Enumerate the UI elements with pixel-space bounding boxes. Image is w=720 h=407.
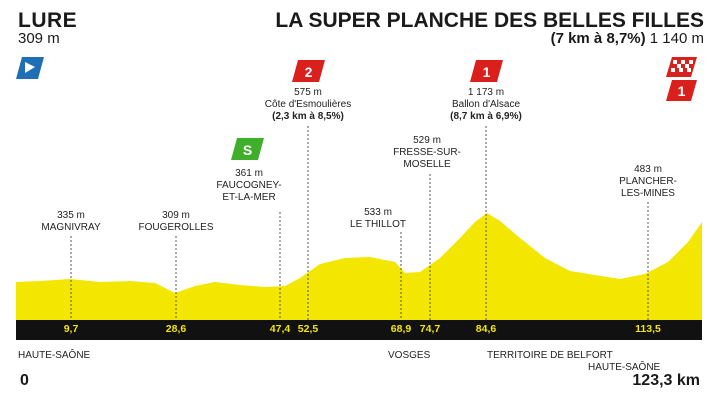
category-2-number: 2 (305, 64, 313, 80)
category-2-icon: 2 (292, 60, 325, 82)
start-altitude: 309 m (18, 30, 60, 47)
region-vosges: VOSGES (388, 350, 431, 361)
finish-category-number: 1 (678, 83, 686, 99)
point-climb: (8,7 km à 6,9%) (450, 111, 522, 122)
point-altitude: 1 173 m (467, 87, 505, 98)
point-altitude: 335 m (57, 210, 85, 221)
start-flag-icon (16, 57, 44, 79)
sprint-letter: S (243, 142, 252, 158)
point-name-line2: ET-LA-MER (222, 192, 276, 203)
finish-altitude: 1 140 m (649, 30, 704, 47)
profile-fill (16, 213, 702, 320)
point-climb: (2,3 km à 8,5%) (272, 111, 344, 122)
km-plancher: 113,5 (635, 323, 661, 335)
region-territoire-de-belfort: TERRITOIRE DE BELFORT (487, 350, 613, 361)
km-esmoulieres: 52,5 (297, 323, 319, 335)
km-magnivray: 9,7 (63, 323, 79, 335)
point-fougerolles: 309 m FOUGEROLLES (138, 210, 213, 234)
finish-checkered-flag-icon (666, 57, 697, 77)
start-town: LURE (18, 9, 78, 32)
point-name-line1: FRESSE-SUR- (393, 147, 461, 158)
point-altitude: 533 m (364, 207, 392, 218)
point-altitude: 361 m (235, 168, 263, 179)
km-fougerolles: 28,6 (165, 323, 187, 335)
km-le-thillot: 68,9 (390, 323, 412, 335)
km-fresse: 74,7 (419, 323, 441, 335)
finish-info: (7 km à 8,7%) 1 140 m (551, 30, 704, 47)
point-name: Côte d'Esmoulières (264, 99, 352, 110)
point-le-thillot: 533 m LE THILLOT (350, 207, 406, 231)
point-magnivray: 335 m MAGNIVRAY (41, 210, 100, 234)
point-name: LE THILLOT (350, 219, 406, 230)
point-faucogney: 361 m FAUCOGNEY- ET-LA-MER (216, 168, 281, 204)
point-name-line2: MOSELLE (403, 159, 451, 170)
finish-town: LA SUPER PLANCHE DES BELLES FILLES (275, 9, 704, 32)
finish-climb: (7 km à 8,7%) (550, 30, 646, 47)
finish-category-icon: 1 (666, 80, 697, 101)
km-faucogney: 47,4 (269, 323, 291, 335)
point-altitude: 483 m (634, 164, 662, 175)
region-haute-saone-end: HAUTE-SAÔNE (588, 362, 661, 373)
point-altitude: 309 m (162, 210, 190, 221)
point-altitude: 529 m (413, 135, 441, 146)
distance-band (16, 320, 702, 340)
distance-end: 123,3 km (632, 372, 700, 389)
point-altitude: 575 m (294, 87, 322, 98)
point-name: FOUGEROLLES (138, 222, 214, 233)
point-fresse: 529 m FRESSE-SUR- MOSELLE (393, 135, 461, 171)
category-1-number: 1 (483, 64, 491, 80)
category-1-icon: 1 (470, 60, 503, 82)
region-haute-saone: HAUTE-SAÔNE (18, 350, 91, 361)
distance-start: 0 (20, 372, 29, 389)
point-name-line1: FAUCOGNEY- (216, 180, 282, 191)
point-name: Ballon d'Alsace (451, 99, 521, 110)
point-name: MAGNIVRAY (41, 222, 101, 233)
point-ballon: 1 173 m Ballon d'Alsace (8,7 km à 6,9%) (450, 87, 522, 123)
point-esmoulieres: 575 m Côte d'Esmoulières (2,3 km à 8,5%) (265, 87, 351, 123)
km-ballon: 84,6 (475, 323, 497, 335)
point-name-line1: PLANCHER- (619, 176, 677, 187)
sprint-icon: S (231, 138, 264, 160)
point-plancher: 483 m PLANCHER- LES-MINES (619, 164, 677, 200)
point-name-line2: LES-MINES (621, 188, 675, 199)
